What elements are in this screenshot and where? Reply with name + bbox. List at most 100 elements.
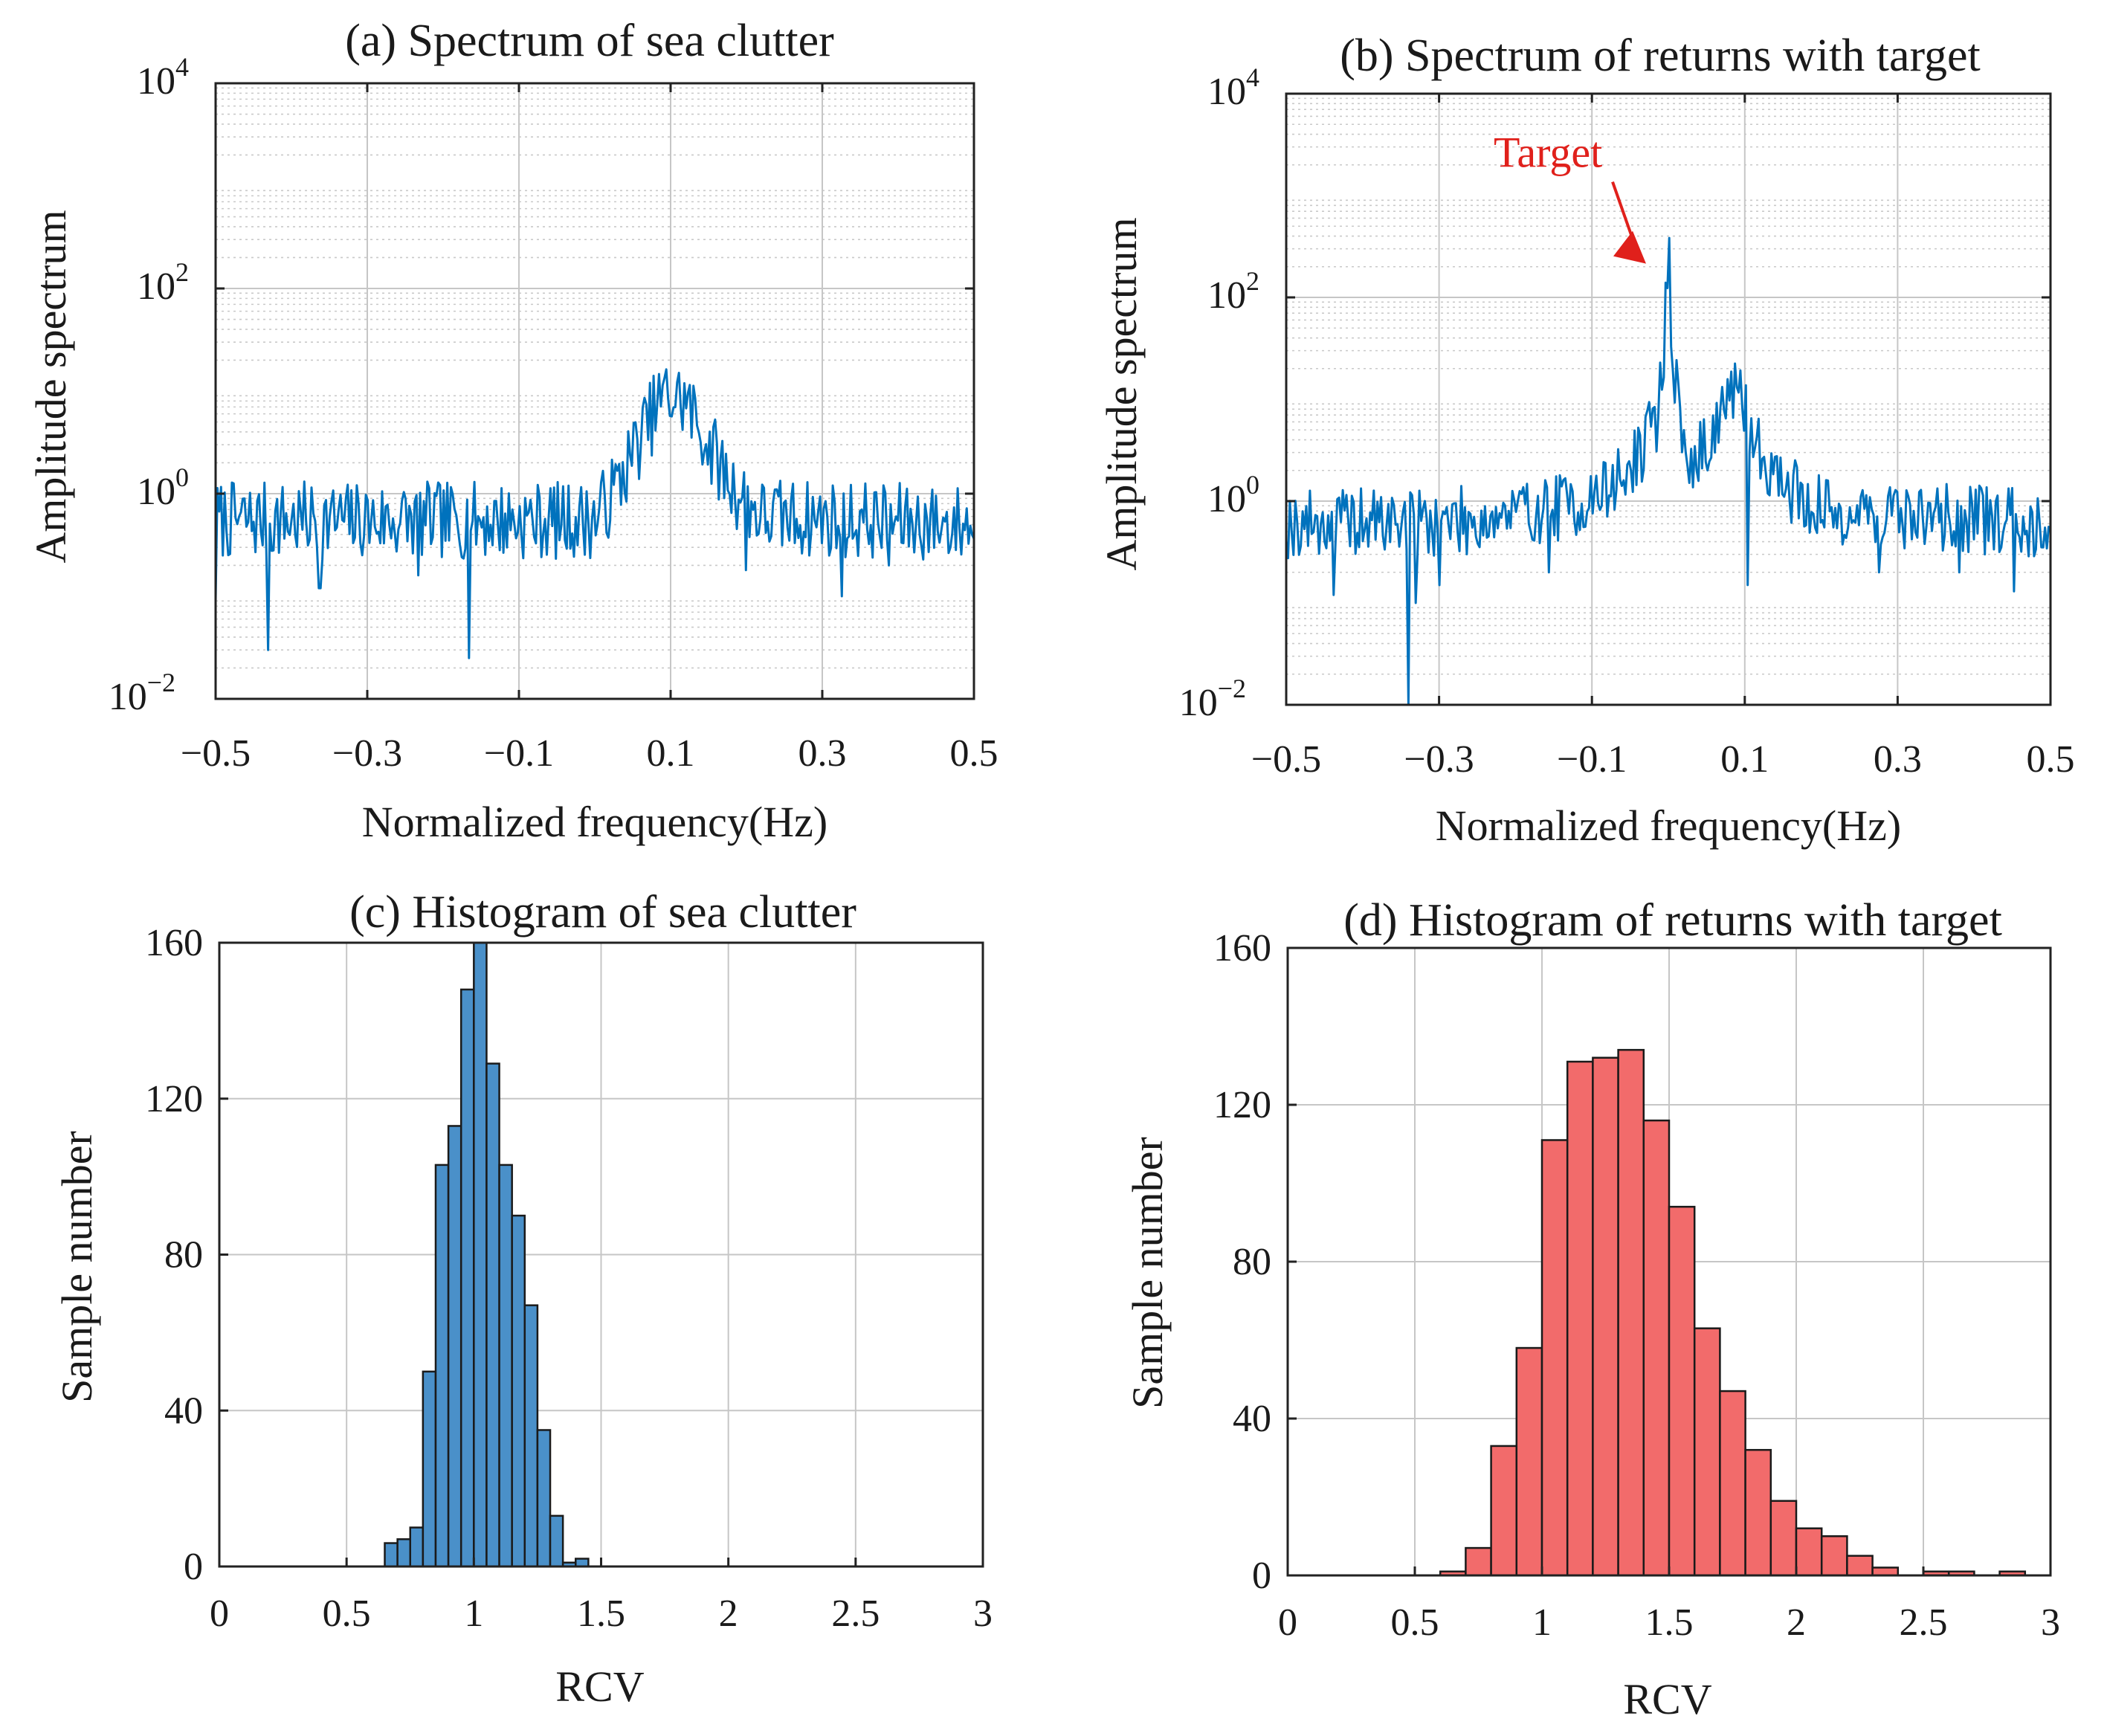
panel-a-xtick-label: −0.1	[484, 732, 554, 775]
panel-b-ytick-label: 10−2	[1179, 674, 1246, 724]
panel-c-grid	[219, 942, 984, 1567]
panel-d-title: (d) Histogram of returns with target	[1343, 895, 2002, 946]
panel-c-bar-9	[498, 1164, 513, 1568]
panel-d-ylabel: Sample number	[1123, 1137, 1172, 1409]
panel-d-bar-9	[1668, 1205, 1696, 1577]
panel-a-xtick-label: −0.5	[181, 732, 251, 775]
panel-d-bar-3	[1515, 1346, 1543, 1577]
panel-b-ylabel: Amplitude spectrum	[1097, 217, 1146, 570]
panel-d-ytick-label: 120	[1213, 1084, 1271, 1126]
panel-d-xlabel: RCV	[1623, 1675, 1711, 1723]
panel-c-ytick-label: 160	[145, 922, 203, 964]
panel-d-bar-16	[1846, 1555, 1874, 1577]
panel-b-axes-frame	[1285, 92, 2052, 706]
panel-c-xtick-label: 0.5	[323, 1593, 371, 1635]
panel-c-bar-1	[396, 1538, 412, 1568]
panel-b-grid	[1285, 93, 2051, 706]
panel-c-ytick-label: 0	[184, 1546, 203, 1588]
panel-b-ytick-label: 102	[1207, 266, 1259, 317]
panel-d-bar-11	[1719, 1390, 1746, 1577]
panel-c-histogram-sea-clutter: (c) Histogram of sea clutter RCV Sample …	[53, 887, 993, 1711]
panel-c-xtick-label: 2	[719, 1593, 738, 1635]
panel-a-axes-frame	[214, 82, 975, 700]
panel-b-ytick-label: 104	[1207, 62, 1259, 113]
panel-c-bar-4	[434, 1164, 450, 1568]
panel-d-bar-17	[1871, 1566, 1900, 1577]
panel-b-annotation-label: Target	[1494, 129, 1602, 177]
panel-d-bars	[1439, 1048, 2027, 1577]
panel-d-xtick-label: 0	[1278, 1601, 1297, 1644]
panel-d-bar-12	[1744, 1448, 1772, 1577]
panel-c-bar-2	[409, 1526, 425, 1568]
panel-d-bar-1	[1465, 1546, 1492, 1577]
panel-a-ytick-label: 104	[137, 52, 189, 103]
panel-c-ytick-label: 40	[164, 1390, 203, 1432]
panel-b-series-line	[1285, 236, 2052, 706]
panel-a-title: (a) Spectrum of sea clutter	[345, 16, 834, 66]
panel-d-bar-7	[1617, 1048, 1645, 1577]
panel-b-xtick-label: −0.3	[1404, 738, 1474, 781]
panel-c-bar-7	[473, 941, 488, 1568]
panel-b-xtick-label: 0.5	[2027, 738, 2075, 781]
panel-b-xtick-label: −0.5	[1251, 738, 1321, 781]
panel-b-ytick-label: 100	[1207, 470, 1259, 520]
panel-b-annotation-arrow-head	[1613, 230, 1646, 264]
panel-a-grid	[215, 83, 975, 700]
panel-a-ytick-label: 10−2	[109, 668, 175, 718]
panel-c-ytick-label: 120	[145, 1078, 203, 1120]
panel-b-xtick-label: 0.1	[1720, 738, 1769, 781]
panel-c-bar-15	[575, 1558, 590, 1568]
panel-a-xtick-label: 0.5	[950, 732, 998, 775]
panel-c-xtick-label: 2.5	[831, 1593, 880, 1635]
panel-a-xtick-label: −0.3	[332, 732, 402, 775]
panel-d-bar-14	[1795, 1527, 1823, 1577]
panel-d-xtick-label: 1	[1532, 1601, 1552, 1644]
panel-c-bar-13	[549, 1514, 564, 1568]
panel-d-bar-6	[1592, 1056, 1619, 1577]
panel-b-spectrum-returns-with-target: (b) Spectrum of returns with target Norm…	[1097, 30, 2075, 850]
panel-d-ytick-label: 40	[1233, 1398, 1271, 1440]
panel-c-xlabel: RCV	[555, 1662, 644, 1711]
panel-c-bar-0	[384, 1542, 399, 1568]
panel-a-spectrum-sea-clutter: (a) Spectrum of sea clutter Normalized f…	[27, 16, 998, 846]
panel-d-bar-15	[1820, 1535, 1848, 1577]
panel-d-xtick-label: 2.5	[1900, 1601, 1948, 1644]
panel-d-xtick-label: 0.5	[1391, 1601, 1439, 1644]
panel-c-bars	[384, 941, 590, 1568]
panel-a-xlabel: Normalized frequency(Hz)	[362, 798, 827, 846]
panel-d-xtick-label: 3	[2041, 1601, 2060, 1644]
panel-b-title: (b) Spectrum of returns with target	[1340, 30, 1980, 81]
panel-a-xtick-label: 0.1	[647, 732, 695, 775]
panel-b-xtick-label: 0.3	[1874, 738, 1922, 781]
panel-c-xtick-label: 1	[464, 1593, 483, 1635]
panel-d-ytick-label: 0	[1252, 1555, 1271, 1597]
panel-d-bar-13	[1769, 1500, 1798, 1577]
panel-c-title: (c) Histogram of sea clutter	[349, 887, 856, 938]
panel-a-ylabel: Amplitude spectrum	[27, 210, 75, 563]
panel-c-bar-3	[422, 1370, 437, 1568]
panel-a-ytick-label: 100	[137, 462, 189, 513]
panel-d-bar-8	[1642, 1119, 1671, 1577]
panel-d-bar-10	[1693, 1327, 1721, 1577]
panel-d-bar-4	[1540, 1139, 1569, 1577]
panel-d-xtick-label: 1.5	[1645, 1601, 1694, 1644]
panel-d-xtick-label: 2	[1787, 1601, 1806, 1644]
panel-c-bar-11	[523, 1304, 539, 1568]
panel-d-histogram-returns-with-target: (d) Histogram of returns with target RCV…	[1123, 895, 2060, 1723]
panel-c-xtick-label: 0	[210, 1593, 229, 1635]
panel-a-ytick-label: 102	[137, 257, 189, 308]
panel-c-ylabel: Sample number	[53, 1131, 101, 1403]
panel-c-xtick-label: 1.5	[577, 1593, 625, 1635]
panel-a-xtick-label: 0.3	[798, 732, 847, 775]
panel-c-bar-5	[447, 1125, 462, 1568]
panel-c-xtick-label: 3	[973, 1593, 993, 1635]
panel-b-xlabel: Normalized frequency(Hz)	[1436, 801, 1901, 850]
panel-c-bar-8	[485, 1062, 500, 1568]
panel-b-xtick-label: −0.1	[1557, 738, 1627, 781]
panel-a-series-line	[214, 368, 975, 659]
panel-d-ytick-label: 80	[1233, 1241, 1271, 1283]
panel-d-bar-2	[1490, 1445, 1518, 1577]
panel-c-bar-6	[459, 988, 475, 1568]
panel-d-bar-5	[1566, 1060, 1594, 1577]
